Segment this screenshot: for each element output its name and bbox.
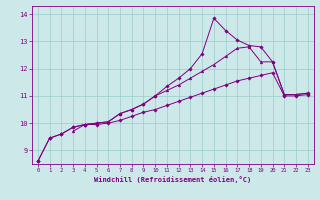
X-axis label: Windchill (Refroidissement éolien,°C): Windchill (Refroidissement éolien,°C) bbox=[94, 176, 252, 183]
